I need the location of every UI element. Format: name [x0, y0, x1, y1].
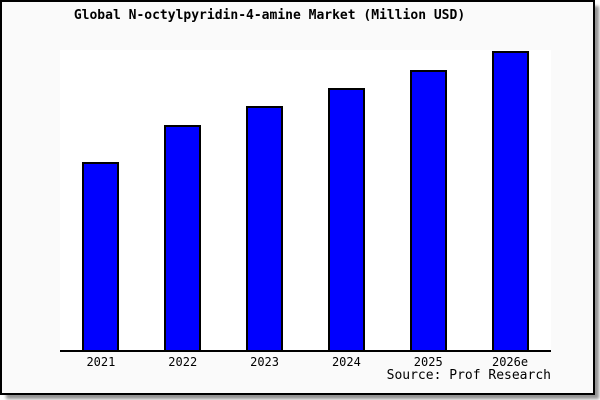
bar-slot	[305, 50, 387, 350]
x-axis-labels: 2021 2022 2023 2024 2025 2026e	[60, 355, 551, 369]
bar-slot	[60, 50, 142, 350]
bar-2025	[409, 70, 447, 350]
bar-2023	[246, 106, 284, 350]
plot-area	[60, 50, 551, 352]
bar-slot	[142, 50, 224, 350]
chart-card: Global N-octylpyridin-4-amine Market (Mi…	[0, 0, 595, 395]
bar-2021	[82, 162, 120, 350]
bar-slot	[387, 50, 469, 350]
x-tick-label-2021: 2021	[86, 355, 116, 369]
bar-slot	[224, 50, 306, 350]
x-tick-label-2023: 2023	[250, 355, 280, 369]
bar-2022	[164, 125, 202, 350]
x-tick-label-2026e: 2026e	[491, 355, 529, 369]
source-note: Source: Prof Research	[386, 368, 551, 383]
chart-title: Global N-octylpyridin-4-amine Market (Mi…	[73, 8, 466, 23]
bar-2024	[327, 88, 365, 350]
x-tick-label-2024: 2024	[331, 355, 361, 369]
bar-slot	[469, 50, 551, 350]
bar-2026e	[491, 51, 529, 350]
x-tick-label-2022: 2022	[168, 355, 198, 369]
x-tick-label-2025: 2025	[413, 355, 443, 369]
